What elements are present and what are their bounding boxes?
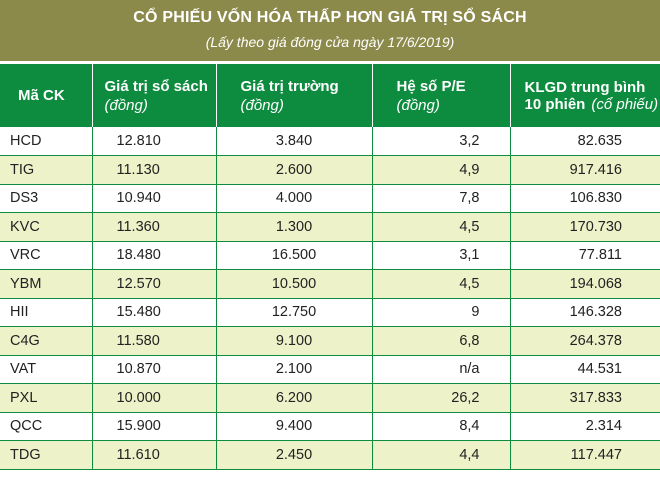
cell-pe: 4,5 (372, 269, 511, 299)
cell-ck: VAT (0, 355, 93, 384)
header-row: Mã CK Giá trị sổ sách (đồng) Giá trị trư… (0, 64, 660, 127)
table-row: C4G 11.580 9.100 6,8 264.378 (0, 326, 660, 356)
cell-market-value: 4.000 (216, 184, 373, 213)
cell-pe: 3,2 (372, 127, 511, 156)
header-ck: Mã CK (0, 64, 93, 127)
header-market-value-unit: (đồng) (240, 96, 284, 114)
cell-pe: 9 (372, 298, 511, 327)
cell-ck: DS3 (0, 184, 93, 213)
cell-ck: TDG (0, 440, 93, 470)
cell-book-value: 11.610 (92, 440, 217, 470)
cell-ck: KVC (0, 212, 93, 242)
cell-pe: 8,4 (372, 412, 511, 441)
cell-book-value: 10.940 (92, 184, 217, 213)
header-book-value: Giá trị sổ sách (đồng) (92, 64, 217, 127)
header-pe-unit: (đồng) (396, 96, 440, 114)
cell-pe: 3,1 (372, 241, 511, 270)
cell-pe: 4,9 (372, 155, 511, 185)
cell-market-value: 6.200 (216, 383, 373, 413)
cell-ck: PXL (0, 383, 93, 413)
cell-ck: HII (0, 298, 93, 327)
table-row: PXL 10.000 6.200 26,2 317.833 (0, 383, 660, 413)
cell-book-value: 12.570 (92, 269, 217, 299)
cell-market-value: 10.500 (216, 269, 373, 299)
cell-volume: 2.314 (510, 412, 660, 441)
title-band: CỔ PHIẾU VỐN HÓA THẤP HƠN GIÁ TRỊ SỔ SÁC… (0, 0, 660, 61)
cell-pe: 26,2 (372, 383, 511, 413)
cell-market-value: 3.840 (216, 127, 373, 156)
header-book-value-unit: (đồng) (104, 96, 148, 114)
cell-market-value: 12.750 (216, 298, 373, 327)
cell-volume: 917.416 (510, 155, 660, 185)
table-row: YBM 12.570 10.500 4,5 194.068 (0, 269, 660, 299)
cell-market-value: 16.500 (216, 241, 373, 270)
cell-market-value: 2.600 (216, 155, 373, 185)
cell-market-value: 2.100 (216, 355, 373, 384)
cell-book-value: 11.130 (92, 155, 217, 185)
header-pe-label: Hệ số P/E (396, 77, 466, 95)
table-row: VAT 10.870 2.100 n/a 44.531 (0, 355, 660, 384)
cell-book-value: 12.810 (92, 127, 217, 156)
header-pe: Hệ số P/E (đồng) (372, 64, 511, 127)
table-row: HII 15.480 12.750 9 146.328 (0, 298, 660, 327)
header-market-value-label: Giá trị trường (240, 77, 339, 95)
cell-volume: 146.328 (510, 298, 660, 327)
header-ck-label: Mã CK (18, 87, 65, 104)
cell-ck: C4G (0, 326, 93, 356)
table-subtitle: (Lấy theo giá đóng cửa ngày 17/6/2019) (205, 34, 455, 50)
cell-ck: HCD (0, 127, 93, 156)
cell-volume: 44.531 (510, 355, 660, 384)
cell-market-value: 2.450 (216, 440, 373, 470)
cell-volume: 117.447 (510, 440, 660, 470)
cell-ck: YBM (0, 269, 93, 299)
cell-pe: 4,4 (372, 440, 511, 470)
header-volume: KLGD trung bình 10 phiên (cổ phiếu) (510, 64, 660, 127)
cell-pe: 6,8 (372, 326, 511, 356)
cell-book-value: 18.480 (92, 241, 217, 270)
cell-ck: QCC (0, 412, 93, 441)
cell-ck: TIG (0, 155, 93, 185)
cell-ck: VRC (0, 241, 93, 270)
cell-volume: 82.635 (510, 127, 660, 156)
cell-market-value: 1.300 (216, 212, 373, 242)
cell-pe: n/a (372, 355, 511, 384)
table-row: KVC 11.360 1.300 4,5 170.730 (0, 212, 660, 242)
table-row: TIG 11.130 2.600 4,9 917.416 (0, 155, 660, 185)
table-row: VRC 18.480 16.500 3,1 77.811 (0, 241, 660, 270)
cell-book-value: 11.580 (92, 326, 217, 356)
table-row: TDG 11.610 2.450 4,4 117.447 (0, 440, 660, 470)
header-volume-unit: (cổ phiếu) (591, 95, 659, 113)
header-market-value: Giá trị trường (đồng) (216, 64, 373, 127)
table-title: CỔ PHIẾU VỐN HÓA THẤP HƠN GIÁ TRỊ SỔ SÁC… (133, 9, 527, 26)
table-row: DS3 10.940 4.000 7,8 106.830 (0, 184, 660, 213)
cell-book-value: 15.900 (92, 412, 217, 441)
cell-book-value: 11.360 (92, 212, 217, 242)
header-volume-line1: KLGD trung bình (524, 78, 646, 96)
header-volume-line2: 10 phiên (524, 95, 586, 113)
cell-market-value: 9.100 (216, 326, 373, 356)
stock-table: Mã CK Giá trị sổ sách (đồng) Giá trị trư… (0, 64, 660, 470)
cell-market-value: 9.400 (216, 412, 373, 441)
cell-pe: 7,8 (372, 184, 511, 213)
cell-book-value: 10.000 (92, 383, 217, 413)
cell-book-value: 15.480 (92, 298, 217, 327)
divider (0, 61, 660, 64)
cell-volume: 77.811 (510, 241, 660, 270)
cell-volume: 194.068 (510, 269, 660, 299)
cell-volume: 106.830 (510, 184, 660, 213)
cell-volume: 317.833 (510, 383, 660, 413)
table-body: HCD 12.810 3.840 3,2 82.635 TIG 11.130 2.600 4,9… (0, 127, 660, 470)
table-row: QCC 15.900 9.400 8,4 2.314 (0, 412, 660, 441)
header-book-value-label: Giá trị sổ sách (104, 77, 208, 95)
cell-pe: 4,5 (372, 212, 511, 242)
cell-book-value: 10.870 (92, 355, 217, 384)
cell-volume: 170.730 (510, 212, 660, 242)
table-row: HCD 12.810 3.840 3,2 82.635 (0, 127, 660, 156)
cell-volume: 264.378 (510, 326, 660, 356)
